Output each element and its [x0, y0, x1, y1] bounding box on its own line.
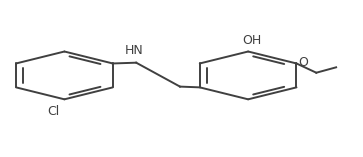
- Text: HN: HN: [125, 43, 144, 57]
- Text: OH: OH: [242, 34, 261, 47]
- Text: O: O: [298, 56, 308, 69]
- Text: Cl: Cl: [48, 106, 60, 119]
